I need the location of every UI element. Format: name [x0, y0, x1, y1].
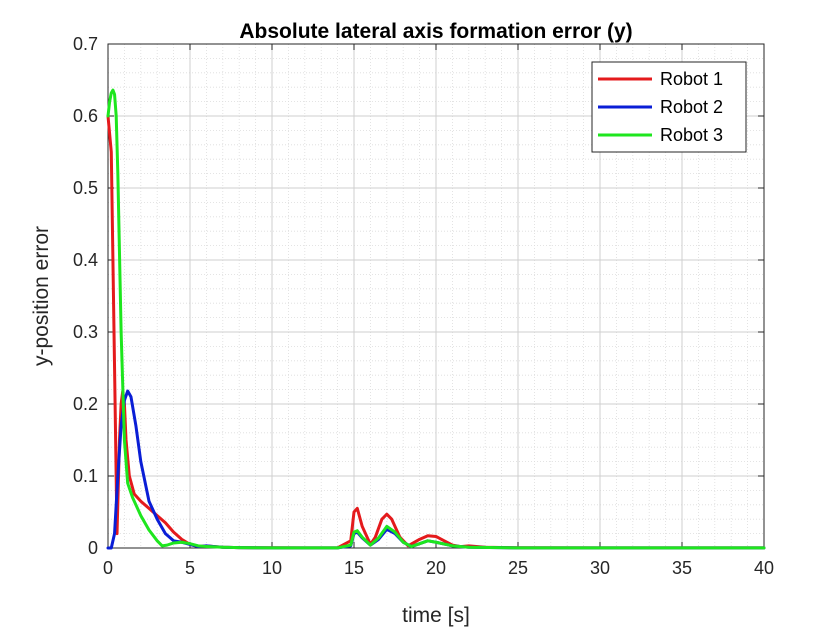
- x-tick-label: 15: [344, 558, 364, 578]
- legend-label: Robot 2: [660, 97, 723, 117]
- axis-ticks: [107, 43, 765, 549]
- tick-labels: 0 5 10 15 20 25 30 35 40 0 0.1 0.2 0.3 0.4 0.5 0.6 0.7: [73, 34, 774, 578]
- x-tick-label: 5: [185, 558, 195, 578]
- y-tick-label: 0.5: [73, 178, 98, 198]
- chart-title: Absolute lateral axis formation error (y…: [239, 20, 632, 43]
- legend-label: Robot 3: [660, 125, 723, 145]
- x-tick-label: 30: [590, 558, 610, 578]
- x-tick-label: 0: [103, 558, 113, 578]
- y-axis-label: y-position error: [30, 226, 53, 366]
- y-tick-label: 0.2: [73, 394, 98, 414]
- x-tick-label: 20: [426, 558, 446, 578]
- y-tick-label: 0.3: [73, 322, 98, 342]
- legend-label: Robot 1: [660, 69, 723, 89]
- y-tick-label: 0.4: [73, 250, 98, 270]
- legend: Robot 1 Robot 2 Robot 3: [591, 61, 747, 153]
- series-layer: [106, 88, 766, 550]
- y-tick-label: 0.6: [73, 106, 98, 126]
- x-axis-label: time [s]: [402, 604, 470, 627]
- series-line-robot-3: [106, 88, 766, 550]
- x-tick-label: 35: [672, 558, 692, 578]
- y-tick-label: 0.1: [73, 466, 98, 486]
- x-tick-label: 10: [262, 558, 282, 578]
- x-tick-label: 25: [508, 558, 528, 578]
- x-tick-label: 40: [754, 558, 774, 578]
- y-tick-label: 0.7: [73, 34, 98, 54]
- y-tick-label: 0: [88, 538, 98, 558]
